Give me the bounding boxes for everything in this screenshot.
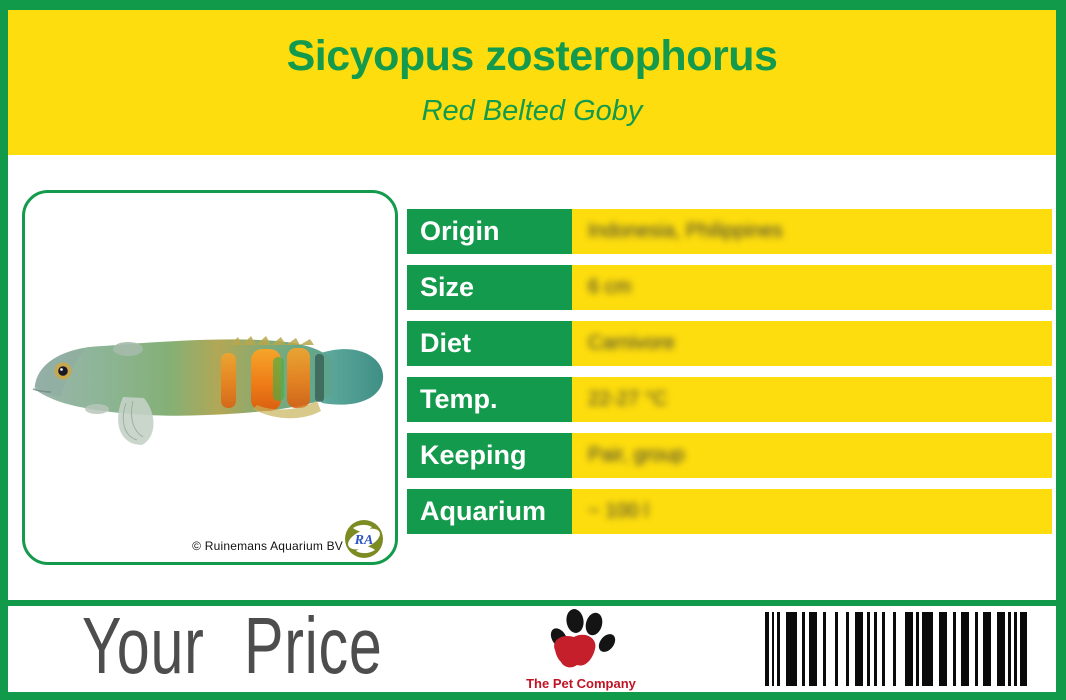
row-value-temp: 22-27 °C bbox=[572, 377, 1052, 422]
footer-band bbox=[8, 606, 1056, 692]
row-label-origin: Origin bbox=[407, 209, 572, 254]
species-info-table: Origin Indonesia, Philippines Size 6 cm … bbox=[407, 209, 1052, 545]
species-title: Sicyopus zosterophorus bbox=[286, 32, 778, 80]
svg-text:RA: RA bbox=[354, 533, 374, 548]
row-value-origin: Indonesia, Philippines bbox=[572, 209, 1052, 254]
row-value-diet: Carnivore bbox=[572, 321, 1052, 366]
brand-name: The Pet Company bbox=[526, 676, 636, 691]
fish-photo bbox=[32, 336, 384, 445]
row-label-aquarium: Aquarium bbox=[407, 489, 572, 534]
table-row: Temp. 22-27 °C bbox=[407, 377, 1052, 422]
row-value-size: 6 cm bbox=[572, 265, 1052, 310]
row-label-size: Size bbox=[407, 265, 572, 310]
header-band: Sicyopus zosterophorus Red Belted Goby bbox=[8, 10, 1056, 155]
table-row: Origin Indonesia, Philippines bbox=[407, 209, 1052, 254]
fish-photo-card: © Ruinemans Aquarium BV RA bbox=[22, 190, 398, 565]
barcode bbox=[765, 612, 1027, 686]
row-value-aquarium: ~ 100 l bbox=[572, 489, 1052, 534]
table-row: Size 6 cm bbox=[407, 265, 1052, 310]
common-name-subtitle: Red Belted Goby bbox=[421, 95, 643, 127]
photo-copyright: © Ruinemans Aquarium BV bbox=[192, 539, 343, 553]
table-row: Keeping Pair, group bbox=[407, 433, 1052, 478]
paw-icon bbox=[550, 609, 616, 668]
row-label-diet: Diet bbox=[407, 321, 572, 366]
your-price-label: Your Price bbox=[82, 601, 383, 690]
ruinemans-aquarium-logo-icon: RA bbox=[345, 520, 383, 558]
table-row: Diet Carnivore bbox=[407, 321, 1052, 366]
table-row: Aquarium ~ 100 l bbox=[407, 489, 1052, 534]
row-label-keeping: Keeping bbox=[407, 433, 572, 478]
row-value-keeping: Pair, group bbox=[572, 433, 1052, 478]
row-label-temp: Temp. bbox=[407, 377, 572, 422]
pet-company-logo: The Pet Company bbox=[521, 608, 641, 691]
